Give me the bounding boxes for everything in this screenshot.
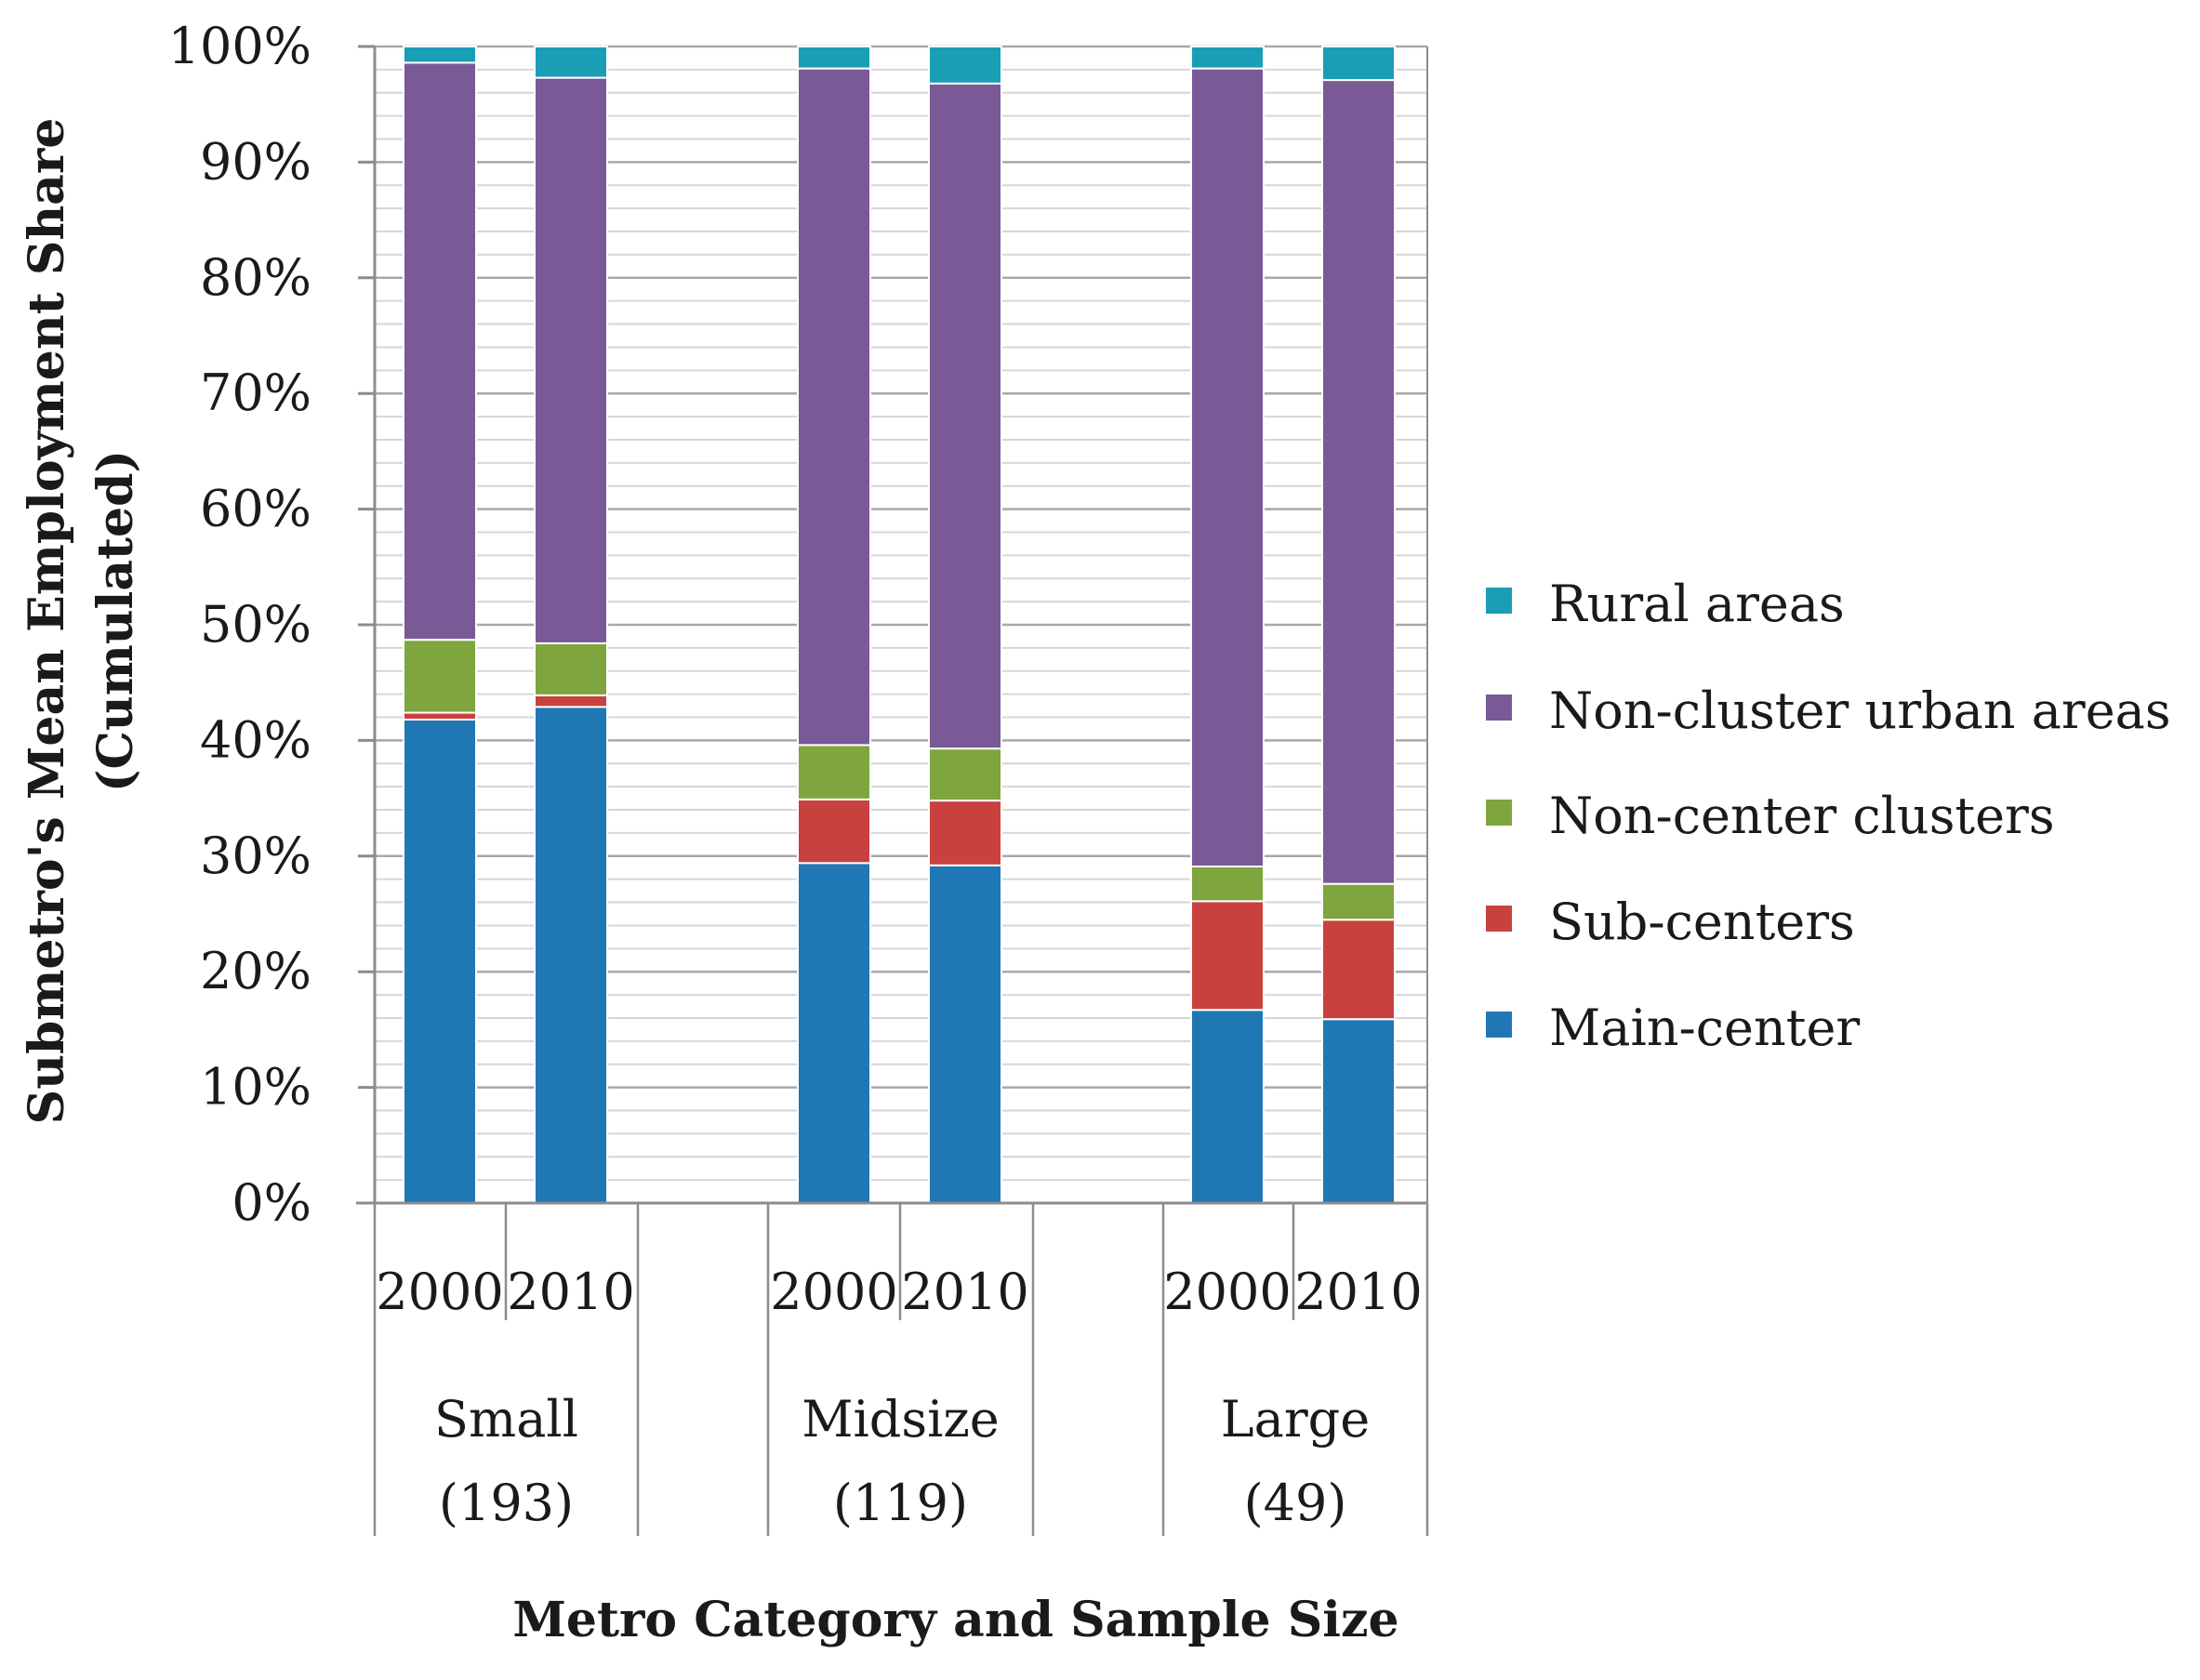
bar-segment-non-center-clusters — [1321, 882, 1396, 921]
legend-swatch — [1486, 906, 1512, 932]
bar-segment-sub-centers — [797, 798, 871, 865]
bar-segment-rural-areas — [534, 46, 608, 79]
y-tick-label: 100% — [168, 17, 311, 75]
bar-segment-non-cluster-urban-areas — [797, 67, 871, 747]
axes — [356, 45, 1428, 1205]
group-sample-size: (49) — [1244, 1474, 1347, 1532]
bar-segment-non-cluster-urban-areas — [1321, 79, 1396, 885]
group-label: Small — [434, 1390, 578, 1449]
bar-segment-rural-areas — [797, 46, 871, 70]
y-tick-label: 40% — [200, 710, 311, 769]
y-tick-label: 20% — [200, 942, 311, 1000]
y-tick-label: 80% — [200, 248, 311, 307]
legend: Rural areas Non-cluster urban areas Non-ce… — [1486, 575, 2171, 1057]
bar-segment-non-center-clusters — [534, 642, 608, 696]
year-label: 2010 — [1294, 1263, 1422, 1321]
y-tick-label: 30% — [200, 827, 311, 885]
bar-segment-non-center-clusters — [403, 639, 477, 714]
bars — [403, 46, 1396, 1204]
year-label: 2000 — [1163, 1263, 1291, 1321]
bar-segment-non-cluster-urban-areas — [534, 76, 608, 644]
bar-segment-main-center — [928, 864, 1002, 1204]
bar-segment-non-cluster-urban-areas — [403, 61, 477, 642]
year-label: 2000 — [376, 1263, 503, 1321]
bar-segment-rural-areas — [1321, 46, 1396, 82]
legend-label: Main-center — [1549, 999, 1860, 1057]
legend-label: Non-cluster urban areas — [1549, 681, 2171, 740]
bar-segment-non-cluster-urban-areas — [1190, 67, 1265, 867]
bar-segment-rural-areas — [1190, 46, 1265, 70]
y-tick-label: 60% — [200, 480, 311, 538]
bar-segment-non-center-clusters — [928, 747, 1002, 802]
bar-segment-sub-centers — [1190, 900, 1265, 1012]
group-label: Midsize — [802, 1390, 1000, 1449]
y-axis-title-line1: Submetro's Mean Employment Share — [19, 118, 75, 1125]
y-tick-label: 50% — [200, 595, 311, 654]
gridlines — [375, 45, 1427, 1205]
bar-segment-main-center — [797, 862, 871, 1204]
bar-segment-main-center — [534, 706, 608, 1204]
legend-label: Non-center clusters — [1549, 787, 2055, 845]
bar-segment-non-center-clusters — [1190, 865, 1265, 903]
y-tick-label: 10% — [200, 1058, 311, 1117]
year-label: 2010 — [901, 1263, 1028, 1321]
legend-swatch — [1486, 588, 1512, 614]
y-axis-title-line2: (Cumulated) — [87, 450, 144, 792]
y-tick-label: 0% — [232, 1173, 311, 1232]
group-sample-size: (119) — [833, 1474, 968, 1532]
legend-swatch — [1486, 1012, 1512, 1038]
bar-segment-non-center-clusters — [797, 744, 871, 800]
y-tick-label: 70% — [200, 364, 311, 422]
bar-segment-rural-areas — [403, 46, 477, 64]
year-label: 2010 — [507, 1263, 634, 1321]
x-axis-title: Metro Category and Sample Size — [512, 1592, 1398, 1648]
bar-segment-sub-centers — [928, 800, 1002, 866]
bar-segment-rural-areas — [928, 46, 1002, 85]
bar-segment-main-center — [1321, 1018, 1396, 1204]
group-sample-size: (193) — [439, 1474, 574, 1532]
y-tick-label: 90% — [200, 132, 311, 191]
bar-segment-non-cluster-urban-areas — [928, 82, 1002, 750]
bar-segment-sub-centers — [534, 694, 608, 708]
group-label: Large — [1221, 1390, 1370, 1449]
bar-segment-sub-centers — [403, 711, 477, 721]
bar-segment-main-center — [1190, 1009, 1265, 1204]
bar-segment-main-center — [403, 719, 477, 1204]
legend-label: Sub-centers — [1549, 893, 1855, 951]
y-tick-labels: 0% 10% 20% 30% 40% 50% 60% 70% 80% 90% 100% — [168, 17, 311, 1232]
legend-swatch — [1486, 800, 1512, 826]
legend-label: Rural areas — [1549, 575, 1845, 633]
legend-swatch — [1486, 694, 1512, 721]
bar-segment-sub-centers — [1321, 919, 1396, 1021]
year-label: 2000 — [770, 1263, 897, 1321]
